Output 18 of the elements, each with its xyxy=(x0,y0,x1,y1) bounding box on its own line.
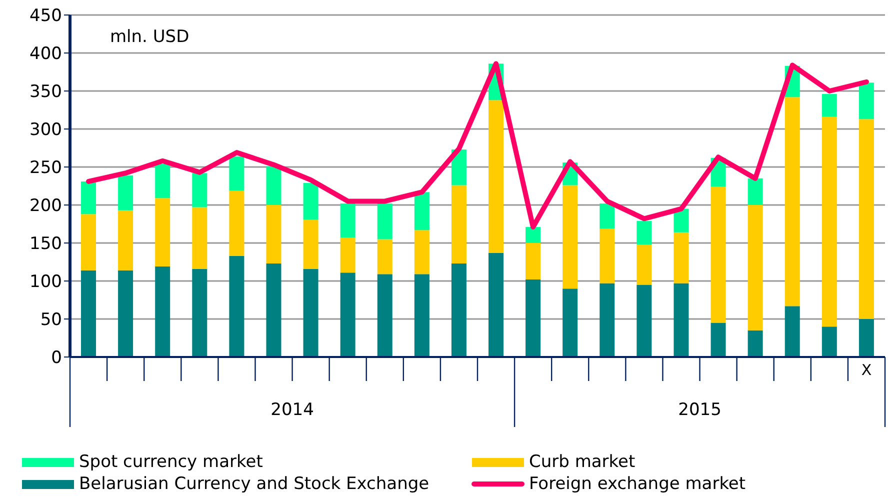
y-tick-label: 100 xyxy=(30,272,62,292)
y-tick-label: 50 xyxy=(40,310,62,330)
text: 2014 xyxy=(270,400,314,420)
legend-label: Belarusian Currency and Stock Exchange xyxy=(79,474,430,494)
y-tick-label: 150 xyxy=(30,234,62,254)
y-tick-label: 450 xyxy=(30,6,62,26)
y-axis-title: mln. USD xyxy=(110,27,190,47)
text: 2015 xyxy=(678,400,722,420)
x-tick-label: X xyxy=(861,361,872,379)
legend-label: Foreign exchange market xyxy=(529,474,746,494)
legend-label: Curb market xyxy=(529,452,636,472)
y-tick-label: 300 xyxy=(30,120,62,140)
y-tick-label: 350 xyxy=(30,82,62,102)
y-tick-label: 250 xyxy=(30,158,62,178)
y-tick-label: 400 xyxy=(30,44,62,64)
legend-label: Spot currency market xyxy=(79,452,263,472)
y-tick-label: 200 xyxy=(30,196,62,216)
y-tick-label: 0 xyxy=(51,348,62,368)
